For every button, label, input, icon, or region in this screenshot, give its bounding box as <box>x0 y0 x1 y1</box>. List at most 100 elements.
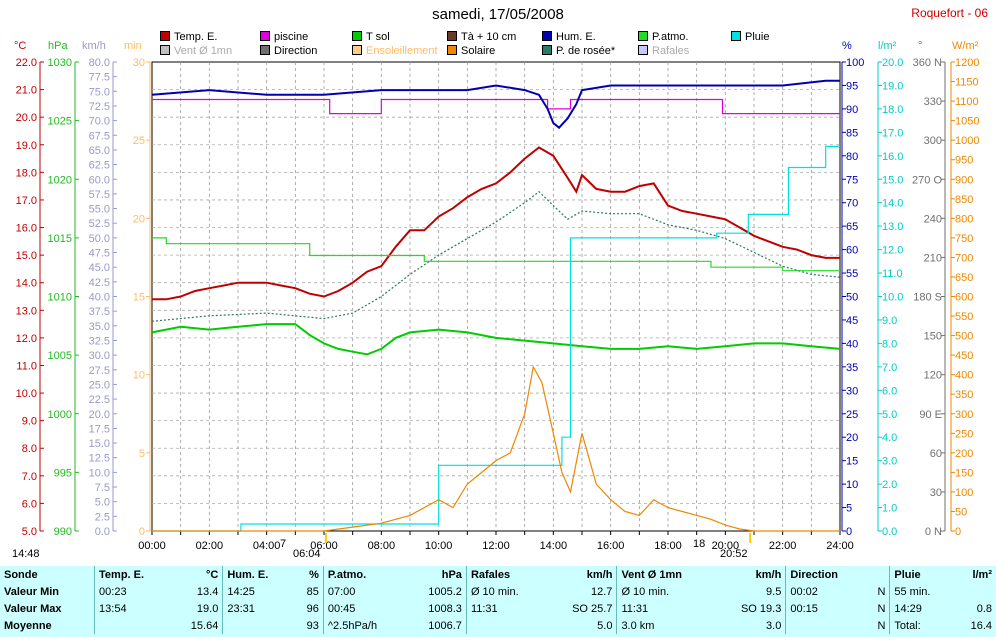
axis-temp-tick-label: 16.0 <box>16 223 37 235</box>
x-tick-label: 06:00 <box>310 540 338 552</box>
summary-row-max: Valeur Max 13:54 19.0 23:31 96 00:45 100… <box>0 600 996 617</box>
x-tick-label: 08:00 <box>368 540 396 552</box>
x-tick-label: 22:00 <box>769 540 797 552</box>
series-line <box>151 79 840 130</box>
axis-temp-tick-label: 10.0 <box>16 388 37 400</box>
axis-direction-tick-label: 210 <box>924 252 942 264</box>
summary-cell: 00:45 <box>322 600 407 617</box>
axis-humidity-tick-label: 60 <box>846 245 858 257</box>
summary-header: hPa <box>441 568 462 581</box>
axis-pressure-tick-label: 1030 <box>48 57 72 69</box>
legend-label: P.atmo. <box>652 31 689 43</box>
axis-wind-tick-label: 37.5 <box>89 306 110 318</box>
axis-rain-tick-label: 8.0 <box>882 338 897 350</box>
legend-label: Temp. E. <box>174 31 218 43</box>
axis-direction-tick-label: 120 <box>924 370 942 382</box>
axis-humidity-tick-label: 5 <box>846 503 852 515</box>
summary-panel: Sonde Temp. E. °C Hum. E. % P.atmo. hPa … <box>0 566 996 637</box>
x-tick-label: 04:00 <box>253 540 281 552</box>
axis-rain-tick-label: 6.0 <box>882 385 897 397</box>
summary-cell <box>785 617 867 634</box>
x-tick-label: 14:00 <box>540 540 568 552</box>
summary-header-row: Sonde Temp. E. °C Hum. E. % P.atmo. hPa … <box>0 566 996 583</box>
summary-header: km/h <box>586 568 613 581</box>
sunrise-time: 06:04 <box>293 548 321 560</box>
daylength: 14:48 <box>12 548 40 560</box>
axis-sun-tick-label: 30 <box>133 57 145 69</box>
sun-rise-mark: 7 <box>280 538 287 550</box>
axis-solar-tick-label: 200 <box>955 448 973 460</box>
summary-cell: Ø 10 min. <box>616 583 716 600</box>
summary-cell: Moyenne <box>4 619 52 632</box>
axis-solar-tick-label: 700 <box>955 252 973 264</box>
x-tick-label: 16:00 <box>597 540 625 552</box>
axis-direction-tick-label: 270 O <box>912 174 942 186</box>
axis-rain-tick-label: 15.0 <box>882 174 903 186</box>
axis-wind-tick-label: 75.0 <box>89 86 110 98</box>
summary-cell: N <box>877 619 886 632</box>
legend-swatch <box>542 45 552 55</box>
x-tick-label: 24:00 <box>826 540 854 552</box>
axis-humidity-tick-label: 95 <box>846 80 858 92</box>
axis-solar-tick-label: 1100 <box>955 96 979 108</box>
axis-wind-tick-label: 40.0 <box>89 292 110 304</box>
legend-item: Ensoleillement <box>352 45 438 57</box>
axis-temp-tick-label: 12.0 <box>16 333 37 345</box>
station-name: Roquefort - 06 <box>911 6 988 20</box>
summary-cell: 55 min. <box>889 583 954 600</box>
summary-cell: Total: <box>889 617 954 634</box>
weather-chart: 00:00 02:00 04:00 06:00 08:00 10:00 12:00 14:00… <box>16 57 980 552</box>
summary-cell: 00:23 <box>94 583 172 600</box>
axis-rain-tick-label: 14.0 <box>882 198 903 210</box>
legend-item: Temp. E. <box>160 31 217 43</box>
axis-humidity-tick-label: 75 <box>846 174 858 186</box>
legend-swatch <box>260 31 270 41</box>
summary-header: Sonde <box>4 568 38 581</box>
summary-cell: 07:00 <box>322 583 407 600</box>
axis-pressure-tick-label: 1000 <box>48 409 72 421</box>
axis-humidity-tick-label: 100 <box>846 57 864 69</box>
axis-temp-tick-label: 7.0 <box>22 471 37 483</box>
summary-header: Direction <box>785 566 867 583</box>
axis-rain-tick-label: 2.0 <box>882 479 897 491</box>
axis-direction-tick-label: 360 N <box>913 57 942 69</box>
axis-solar-tick-label: 850 <box>955 194 973 206</box>
axis-humidity-tick-label: 40 <box>846 338 858 350</box>
axis-temp-tick-label: 8.0 <box>22 443 37 455</box>
summary-cell: 1008.3 <box>428 602 462 615</box>
legend-label: Direction <box>274 45 318 57</box>
axis-temp-tick-label: 19.0 <box>16 140 37 152</box>
x-tick-label: 10:00 <box>425 540 453 552</box>
summary-cell: Ø 10 min. <box>465 583 547 600</box>
axis-rain-tick-label: 18.0 <box>882 104 903 116</box>
series-line <box>152 145 840 532</box>
summary-cell: ^2.5hPa/h <box>322 617 407 634</box>
axis-solar-tick-label: 650 <box>955 272 973 284</box>
series-line <box>152 365 840 532</box>
summary-cell: 96 <box>306 602 319 615</box>
legend-item: piscine <box>260 31 308 43</box>
sun-set-mark: 18 <box>693 538 706 550</box>
summary-cell: N <box>877 602 886 615</box>
summary-cell: 00:02 <box>785 583 867 600</box>
axis-sun-tick-label: 5 <box>139 448 145 460</box>
legend-label: T sol <box>366 31 390 43</box>
axis-wind-tick-label: 32.5 <box>89 335 110 347</box>
unit-min: min <box>124 40 142 52</box>
summary-header: Rafales <box>465 566 547 583</box>
axis-temp-tick-label: 14.0 <box>16 278 37 290</box>
summary-cell: 12.7 <box>591 585 613 598</box>
chart-title: samedi, 17/05/2008 <box>432 6 564 23</box>
x-tick-label: 12:00 <box>482 540 510 552</box>
summary-cell: 1005.2 <box>428 585 462 598</box>
summary-cell: 1006.7 <box>428 619 462 632</box>
axis-humidity-tick-label: 10 <box>846 479 858 491</box>
unit-celsius: °C <box>14 40 27 52</box>
axis-humidity-tick-label: 30 <box>846 385 858 397</box>
axis-wind-tick-label: 72.5 <box>89 101 110 113</box>
legend-swatch <box>638 45 648 55</box>
axis-temp-tick-label: 22.0 <box>16 57 37 69</box>
summary-cell: SO 25.7 <box>572 602 613 615</box>
summary-header: l/m² <box>972 568 992 581</box>
summary-cell: N <box>877 585 886 598</box>
